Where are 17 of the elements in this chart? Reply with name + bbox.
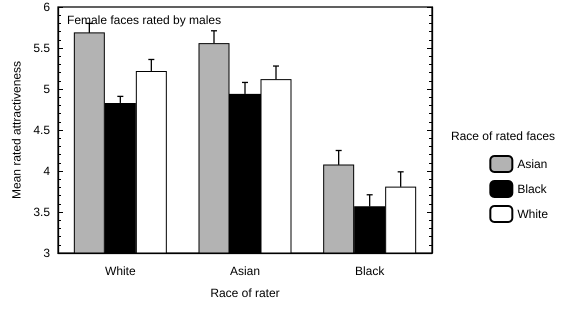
y-axis-title: Mean rated attractiveness bbox=[9, 60, 24, 200]
y-tick-label: 4 bbox=[43, 164, 50, 178]
legend-title: Race of rated faces bbox=[450, 129, 556, 143]
legend-label: Asian bbox=[517, 157, 548, 171]
x-tick-label: Asian bbox=[230, 264, 260, 278]
x-axis-title: Race of rater bbox=[210, 286, 280, 300]
x-tick-label: Black bbox=[354, 264, 386, 278]
legend-label: Black bbox=[517, 182, 548, 196]
legend-label: White bbox=[517, 207, 548, 221]
y-tick-label: 6 bbox=[43, 0, 50, 14]
y-tick-label: 3.5 bbox=[33, 205, 50, 219]
x-tick-label: White bbox=[104, 264, 136, 278]
y-tick-label: 5.5 bbox=[33, 41, 50, 55]
text: Female faces rated by males bbox=[67, 13, 222, 27]
y-tick-label: 5 bbox=[43, 82, 50, 96]
y-tick-label: 4.5 bbox=[33, 123, 50, 137]
y-tick-label: 3 bbox=[43, 246, 50, 260]
